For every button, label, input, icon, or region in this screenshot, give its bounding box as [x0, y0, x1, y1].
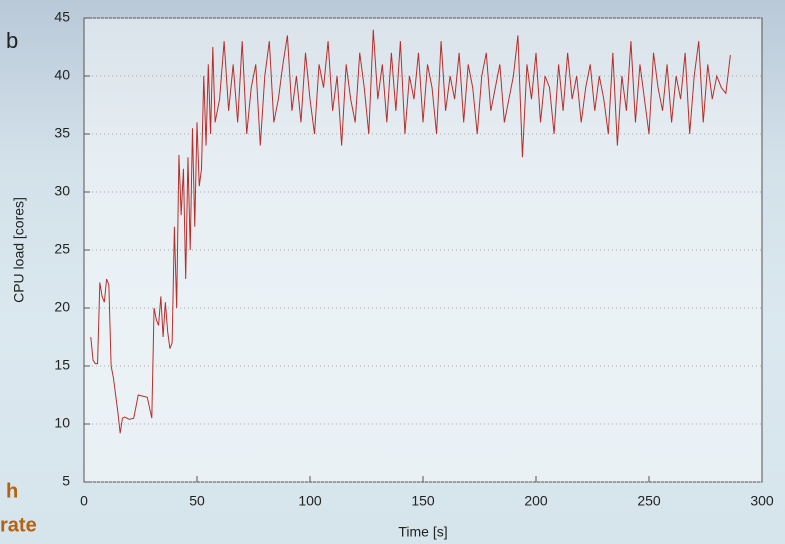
slide-fragment: rate	[0, 514, 37, 536]
y-tick-label: 35	[54, 125, 70, 141]
x-axis-title: Time [s]	[398, 524, 447, 540]
x-tick-label: 300	[750, 493, 774, 509]
y-tick-label: 5	[62, 473, 70, 489]
data-line	[90, 29, 731, 434]
x-tick-label: 0	[80, 493, 88, 509]
x-tick-label: 50	[189, 493, 205, 509]
y-tick-label: 45	[54, 9, 70, 25]
y-tick-label: 10	[54, 415, 70, 431]
y-tick-label: 15	[54, 357, 70, 373]
y-tick-label: 40	[54, 67, 70, 83]
x-tick-label: 150	[411, 493, 435, 509]
y-tick-label: 25	[54, 241, 70, 257]
y-tick-label: 30	[54, 183, 70, 199]
slide-fragment: h	[6, 480, 18, 502]
x-tick-label: 100	[298, 493, 322, 509]
x-tick-label: 200	[524, 493, 548, 509]
y-axis-title: CPU load [cores]	[11, 197, 27, 303]
y-tick-label: 20	[54, 299, 70, 315]
slide-fragment: b	[6, 28, 18, 53]
x-tick-label: 250	[637, 493, 661, 509]
